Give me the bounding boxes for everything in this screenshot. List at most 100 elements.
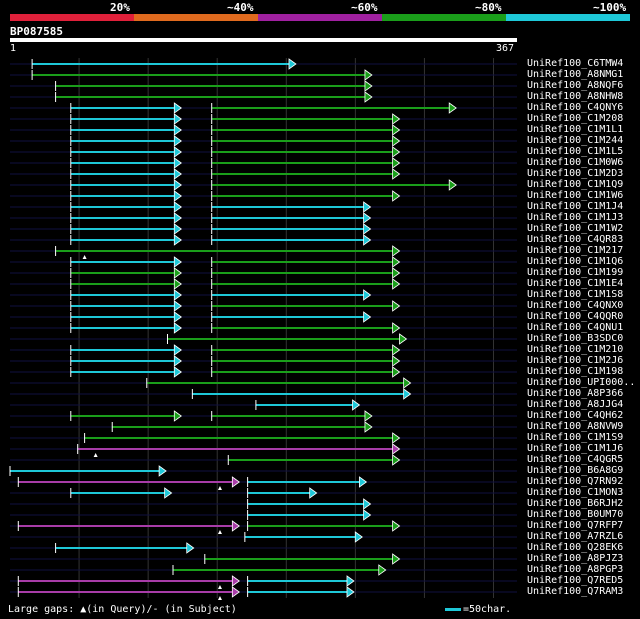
hit-arrowhead <box>399 333 408 345</box>
hit-arrowhead <box>392 553 401 565</box>
hit-arrowhead <box>392 344 401 356</box>
query-axis <box>10 38 517 42</box>
hit-label[interactable]: UniRef100_A8JJG4 <box>527 399 624 410</box>
hit-arrowhead <box>403 377 412 389</box>
hit-arrowhead <box>354 531 363 543</box>
hit-label[interactable]: UniRef100_C1M1S9 <box>527 432 624 443</box>
query-gap-marker <box>217 585 222 589</box>
hit-label[interactable]: UniRef100_C4QNY6 <box>527 102 624 113</box>
hit-arrowhead <box>363 498 372 510</box>
hit-label[interactable]: UniRef100_Q7RN92 <box>527 476 624 487</box>
hit-label[interactable]: UniRef100_C1M1S8 <box>527 289 624 300</box>
hit-label[interactable]: UniRef100_A8NQF6 <box>527 80 624 91</box>
hit-label[interactable]: UniRef100_A8NVW9 <box>527 421 624 432</box>
hit-label[interactable]: UniRef100_C1M1J4 <box>527 201 624 212</box>
hit-label[interactable]: UniRef100_Q28EK6 <box>527 542 624 553</box>
query-gap-marker <box>82 255 87 259</box>
hit-label[interactable]: UniRef100_C1M2D3 <box>527 168 624 179</box>
hit-arrowhead <box>392 135 401 147</box>
hit-label[interactable]: UniRef100_C1M1W6 <box>527 190 624 201</box>
hit-label[interactable]: UniRef100_UPI000.. <box>527 377 636 388</box>
hit-arrowhead <box>231 575 241 587</box>
hit-label[interactable]: UniRef100_B6A8G9 <box>527 465 624 476</box>
hit-arrowhead <box>173 366 182 378</box>
hit-arrowhead <box>231 520 241 532</box>
hit-arrowhead <box>173 322 182 334</box>
hit-arrowhead <box>363 311 372 323</box>
hit-label[interactable]: UniRef100_C1M0W6 <box>527 157 624 168</box>
axis-end-tick: 367 <box>496 43 515 54</box>
query-gap-marker <box>217 486 222 490</box>
query-gap-marker <box>93 453 98 457</box>
hit-label[interactable]: UniRef100_C1M1Q6 <box>527 256 624 267</box>
hit-label[interactable]: UniRef100_C1M199 <box>527 267 624 278</box>
hit-label[interactable]: UniRef100_C1M1E4 <box>527 278 624 289</box>
hit-arrowhead <box>392 267 401 279</box>
hit-label[interactable]: UniRef100_A8P366 <box>527 388 624 399</box>
hit-label[interactable]: UniRef100_C1M1Q9 <box>527 179 624 190</box>
hit-arrowhead <box>364 80 373 92</box>
hit-arrowhead <box>173 157 182 169</box>
hit-label[interactable]: UniRef100_Q7RAM3 <box>527 586 624 597</box>
hit-label[interactable]: UniRef100_C1MON3 <box>527 487 624 498</box>
hit-arrowhead <box>392 432 401 444</box>
hit-arrowhead <box>173 201 182 213</box>
scale-label: =50char. <box>463 604 512 615</box>
hit-arrowhead <box>309 487 318 499</box>
hit-arrowhead <box>392 256 401 268</box>
hit-arrowhead <box>352 399 361 411</box>
hit-label[interactable]: UniRef100_C1M198 <box>527 366 624 377</box>
hit-label[interactable]: UniRef100_C1M210 <box>527 344 624 355</box>
hit-label[interactable]: UniRef100_C1M1J6 <box>527 443 624 454</box>
hit-label[interactable]: UniRef100_B6RJH2 <box>527 498 624 509</box>
hit-arrowhead <box>359 476 368 488</box>
hit-label[interactable]: UniRef100_C1M2J6 <box>527 355 624 366</box>
hit-label[interactable]: UniRef100_C1M217 <box>527 245 624 256</box>
scale-bar <box>445 607 461 611</box>
hit-label[interactable]: UniRef100_A8PJZ3 <box>527 553 624 564</box>
hit-arrowhead <box>392 168 401 180</box>
hit-arrowhead <box>363 212 372 224</box>
hit-arrowhead <box>288 58 297 70</box>
legend-label-3: ~60% <box>351 1 378 14</box>
hit-arrowhead <box>346 575 355 587</box>
hit-label[interactable]: UniRef100_C1M244 <box>527 135 624 146</box>
hit-label[interactable]: UniRef100_C1M208 <box>527 113 624 124</box>
hit-label[interactable]: UniRef100_B0UM70 <box>527 509 624 520</box>
hit-label[interactable]: UniRef100_B3SDC0 <box>527 333 624 344</box>
hit-label[interactable]: UniRef100_C4QR83 <box>527 234 624 245</box>
hit-label[interactable]: UniRef100_C4QH62 <box>527 410 624 421</box>
hit-label[interactable]: UniRef100_C6TMW4 <box>527 58 624 69</box>
hit-label[interactable]: UniRef100_C4QGR5 <box>527 454 624 465</box>
hit-label[interactable]: UniRef100_C1M1L1 <box>527 124 624 135</box>
hit-arrowhead <box>392 443 401 455</box>
hit-label[interactable]: UniRef100_Q7RED5 <box>527 575 624 586</box>
hit-arrowhead <box>173 278 182 290</box>
hit-label[interactable]: UniRef100_A8NMG1 <box>527 69 624 80</box>
hit-label[interactable]: UniRef100_C4QQR0 <box>527 311 624 322</box>
legend-segment-5 <box>506 14 630 21</box>
hit-label[interactable]: UniRef100_C1M1W2 <box>527 223 624 234</box>
hit-arrowhead <box>392 113 401 125</box>
hit-arrowhead <box>363 509 372 521</box>
hit-arrowhead <box>392 454 401 466</box>
hit-arrowhead <box>173 113 182 125</box>
hit-arrowhead <box>173 124 182 136</box>
hit-label[interactable]: UniRef100_C1M1L5 <box>527 146 624 157</box>
hit-arrowhead <box>392 278 401 290</box>
hit-label[interactable]: UniRef100_C4QNX0 <box>527 300 624 311</box>
legend-label-2: ~40% <box>227 1 254 14</box>
query-gap-marker <box>217 530 222 534</box>
hit-label[interactable]: UniRef100_C4QNU1 <box>527 322 624 333</box>
hit-label[interactable]: UniRef100_A8PGP3 <box>527 564 624 575</box>
hit-arrowhead <box>364 421 373 433</box>
hit-label[interactable]: UniRef100_C1M1J3 <box>527 212 624 223</box>
hit-label[interactable]: UniRef100_A7RZL6 <box>527 531 624 542</box>
legend-segment-4 <box>382 14 506 21</box>
query-gap-marker <box>217 596 222 600</box>
hit-arrowhead <box>173 135 182 147</box>
hit-label[interactable]: UniRef100_A8NHW8 <box>527 91 624 102</box>
hit-arrowhead <box>392 124 401 136</box>
hit-label[interactable]: UniRef100_Q7RFP7 <box>527 520 624 531</box>
